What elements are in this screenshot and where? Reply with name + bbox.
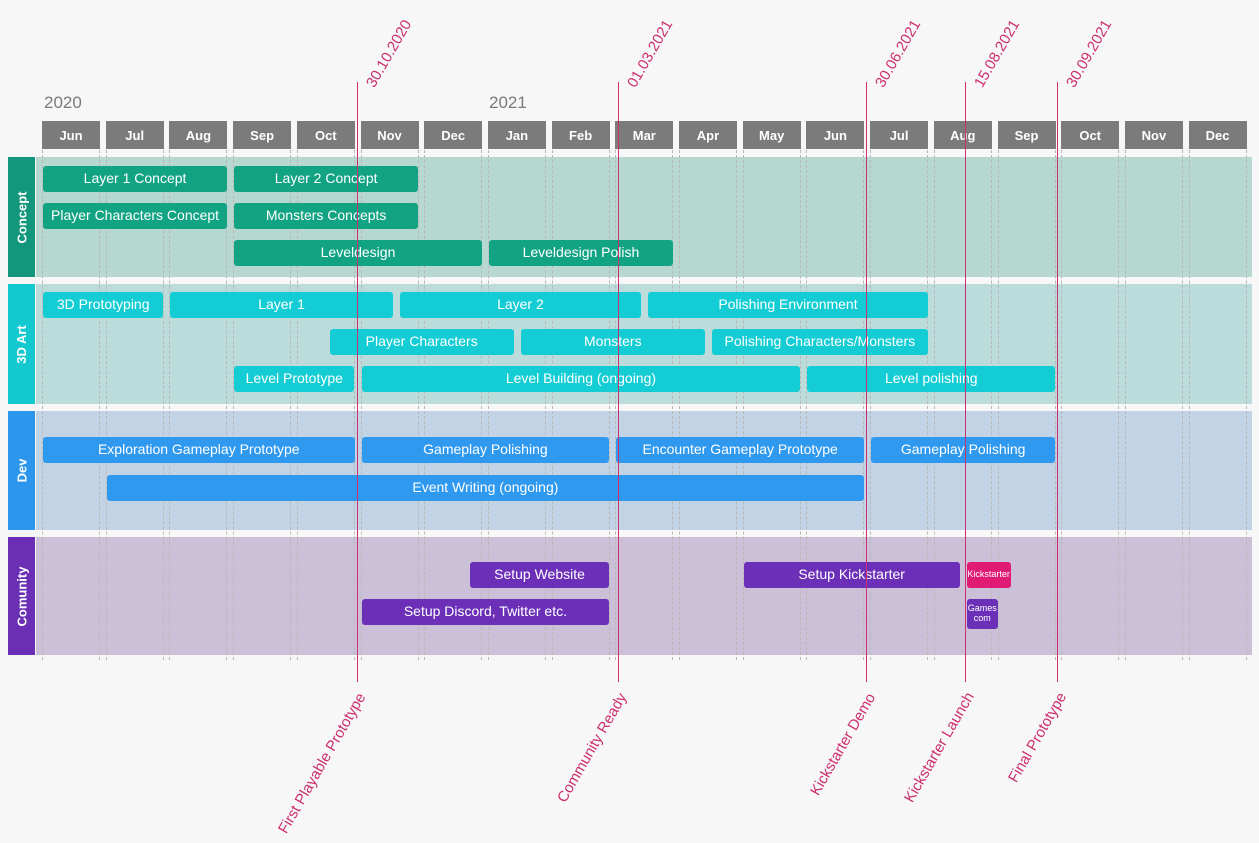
month-header: Oct <box>1061 121 1120 149</box>
task-bar[interactable]: Leveldesign Polish <box>488 240 673 266</box>
milestone-line <box>356 82 358 682</box>
task-bar[interactable]: Games com <box>966 599 998 629</box>
month-column <box>1061 150 1120 660</box>
task-bar[interactable]: Monsters <box>520 329 705 355</box>
month-column <box>105 150 164 660</box>
task-bar[interactable]: Polishing Environment <box>648 292 928 318</box>
month-header: Dec <box>1188 121 1247 149</box>
year-label: 2021 <box>489 93 527 112</box>
month-header: Jun <box>806 121 865 149</box>
lane-label-3d-art: 3D Art <box>8 284 35 404</box>
month-header: Aug <box>933 121 992 149</box>
lane-background <box>36 537 1252 655</box>
milestone-name: Kickstarter Demo <box>806 689 879 799</box>
month-column <box>615 150 674 660</box>
task-bar[interactable]: Layer 1 <box>170 292 393 318</box>
month-header: Sep <box>997 121 1056 149</box>
lane-label-text: Concept <box>14 191 29 243</box>
month-column <box>742 150 801 660</box>
month-column <box>487 150 546 660</box>
milestone-line <box>1057 82 1059 682</box>
month-header: Jul <box>105 121 164 149</box>
lane-label-comunity: Comunity <box>8 537 35 655</box>
month-header: Nov <box>1124 121 1183 149</box>
milestone-line <box>866 82 868 682</box>
month-header: May <box>742 121 801 149</box>
milestone-name: Kickstarter Launch <box>900 689 978 806</box>
month-column <box>233 150 292 660</box>
task-bar[interactable]: Setup Website <box>469 562 610 588</box>
month-column <box>551 150 610 660</box>
month-header: Jul <box>870 121 929 149</box>
task-bar[interactable]: 3D Prototyping <box>43 292 164 318</box>
month-column <box>933 150 992 660</box>
month-column <box>1188 150 1247 660</box>
task-bar[interactable]: Level Prototype <box>234 366 355 392</box>
month-column <box>1124 150 1183 660</box>
milestone-date: 15.08.2021 <box>970 16 1024 91</box>
milestone-name: First Playable Prototype <box>275 689 370 837</box>
milestone-line <box>964 82 966 682</box>
milestone-line <box>617 82 619 682</box>
task-bar[interactable]: Setup Discord, Twitter etc. <box>361 599 610 625</box>
milestone-name: Community Ready <box>554 689 631 806</box>
task-bar[interactable]: Player Characters <box>329 329 514 355</box>
task-bar[interactable]: Event Writing (ongoing) <box>106 475 865 501</box>
task-bar[interactable]: Layer 2 Concept <box>234 166 419 192</box>
month-header: Nov <box>360 121 419 149</box>
month-header: Sep <box>233 121 292 149</box>
month-column <box>806 150 865 660</box>
month-header: Jun <box>42 121 100 149</box>
task-bar[interactable]: Encounter Gameplay Prototype <box>616 437 865 463</box>
milestone-name: Final Prototype <box>1004 690 1070 786</box>
lane-label-concept: Concept <box>8 157 35 277</box>
month-header: Oct <box>296 121 355 149</box>
milestone-date: 30.09.2021 <box>1063 16 1116 91</box>
month-column <box>424 150 483 660</box>
task-bar[interactable]: Player Characters Concept <box>43 203 228 229</box>
month-column <box>870 150 929 660</box>
task-bar[interactable]: Layer 2 <box>399 292 642 318</box>
month-column <box>997 150 1056 660</box>
lane-label-dev: Dev <box>8 411 35 530</box>
task-bar[interactable]: Gameplay Polishing <box>361 437 610 463</box>
month-header: Feb <box>551 121 610 149</box>
month-column <box>296 150 355 660</box>
lane-label-text: Dev <box>13 458 29 483</box>
milestone-date: 01.03.2021 <box>623 16 676 91</box>
month-header: Dec <box>424 121 483 149</box>
task-bar[interactable]: Level polishing <box>807 366 1056 392</box>
year-label: 2020 <box>44 93 82 112</box>
task-bar[interactable]: Gameplay Polishing <box>871 437 1056 463</box>
task-bar[interactable]: Layer 1 Concept <box>43 166 228 192</box>
task-bar[interactable]: Setup Kickstarter <box>743 562 960 588</box>
lane-background <box>36 411 1252 530</box>
month-column <box>360 150 419 660</box>
task-bar[interactable]: Polishing Characters/Monsters <box>711 329 928 355</box>
milestone-date: 30.06.2021 <box>872 16 925 91</box>
milestone-date: 30.10.2020 <box>362 16 415 91</box>
month-column <box>169 150 228 660</box>
lane-label-text: Comunity <box>14 566 30 626</box>
month-column <box>42 150 100 660</box>
lane-label-text: 3D Art <box>14 324 29 364</box>
month-header: Apr <box>679 121 737 149</box>
task-bar[interactable]: Monsters Concepts <box>234 203 419 229</box>
month-header: Aug <box>169 121 228 149</box>
task-bar[interactable]: Level Building (ongoing) <box>361 366 801 392</box>
month-column <box>679 150 737 660</box>
task-bar[interactable]: Leveldesign <box>234 240 482 266</box>
task-bar[interactable]: Exploration Gameplay Prototype <box>43 437 355 463</box>
month-header: Mar <box>615 121 674 149</box>
month-header: Jan <box>487 121 546 149</box>
task-bar[interactable]: Kickstarter <box>966 562 1011 588</box>
